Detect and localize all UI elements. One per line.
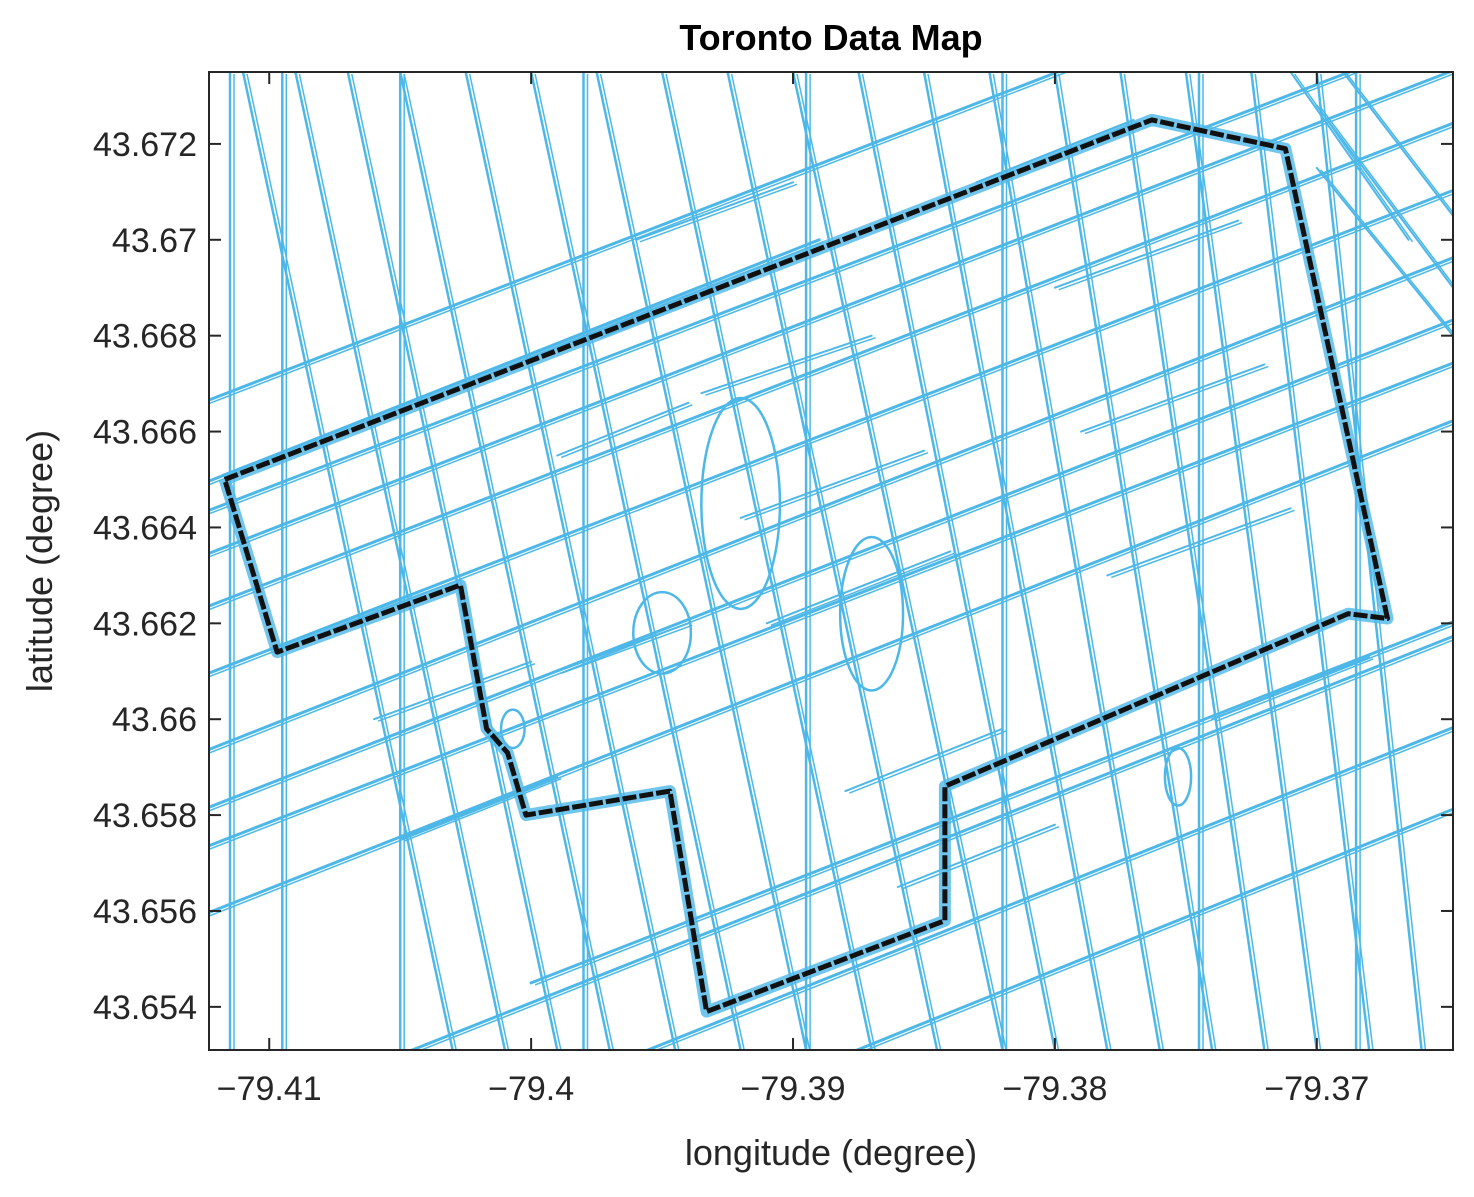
y-tick-label: 43.656 [93, 893, 197, 931]
y-tick-label: 43.662 [93, 605, 197, 643]
x-axis-label: longitude (degree) [685, 1132, 977, 1173]
y-tick-label: 43.672 [93, 126, 197, 164]
x-tick-label: −79.4 [488, 1070, 574, 1108]
y-tick-label: 43.66 [112, 701, 197, 739]
x-tick-label: −79.41 [217, 1070, 322, 1108]
x-tick-label: −79.37 [1264, 1070, 1369, 1108]
y-tick-label: 43.654 [93, 989, 197, 1027]
y-tick-label: 43.664 [93, 509, 197, 547]
x-tick-label: −79.39 [741, 1070, 846, 1108]
y-tick-label: 43.658 [93, 797, 197, 835]
y-tick-label: 43.67 [112, 222, 197, 260]
x-tick-label: −79.38 [1002, 1070, 1107, 1108]
map-title: Toronto Data Map [679, 17, 982, 58]
y-axis-label: latitude (degree) [19, 430, 60, 692]
y-tick-label: 43.668 [93, 318, 197, 356]
y-tick-label: 43.666 [93, 414, 197, 452]
